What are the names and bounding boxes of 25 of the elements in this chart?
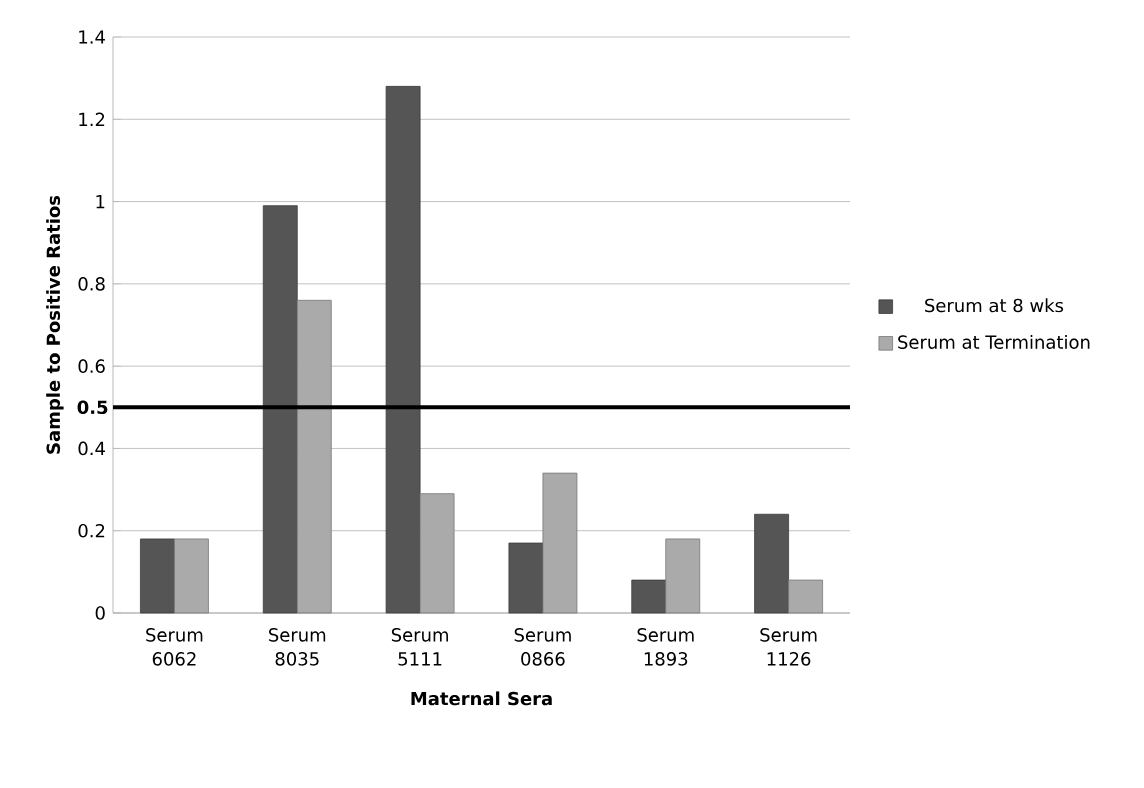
bar bbox=[385, 85, 421, 614]
y-tick-label: 0 bbox=[95, 606, 105, 620]
x-tick-label: Serum 8035 bbox=[269, 628, 326, 666]
y-tick-label: 0.8 bbox=[78, 277, 105, 291]
bar bbox=[262, 205, 298, 614]
y-tick-label: 1 bbox=[96, 195, 105, 209]
bar bbox=[140, 538, 175, 614]
x-tick-label: Serum 5111 bbox=[391, 628, 448, 666]
x-tick-label: Serum 0866 bbox=[514, 628, 571, 666]
x-tick-label: Serum 6062 bbox=[146, 628, 203, 666]
y-tick-label: 0.2 bbox=[78, 523, 105, 538]
y-tick-label: 1.2 bbox=[79, 112, 105, 126]
y-tick-label: 0.4 bbox=[78, 441, 105, 456]
ref-line-label: 0.5 bbox=[77, 400, 108, 415]
x-tick-label: Serum 1893 bbox=[637, 628, 694, 666]
legend-label: Serum at 8 wks bbox=[925, 298, 1064, 313]
bar bbox=[754, 513, 789, 614]
x-tick-label: Serum 1126 bbox=[760, 628, 817, 666]
legend-label: Serum at Termination bbox=[898, 335, 1090, 349]
y-tick-label: 1.4 bbox=[79, 30, 105, 44]
y-axis-title: Sample to Positive Ratios bbox=[46, 195, 64, 454]
bar bbox=[631, 579, 667, 614]
x-axis-title: Maternal Sera bbox=[411, 691, 552, 706]
y-tick-label: 0.6 bbox=[78, 359, 105, 373]
bar bbox=[508, 542, 544, 614]
